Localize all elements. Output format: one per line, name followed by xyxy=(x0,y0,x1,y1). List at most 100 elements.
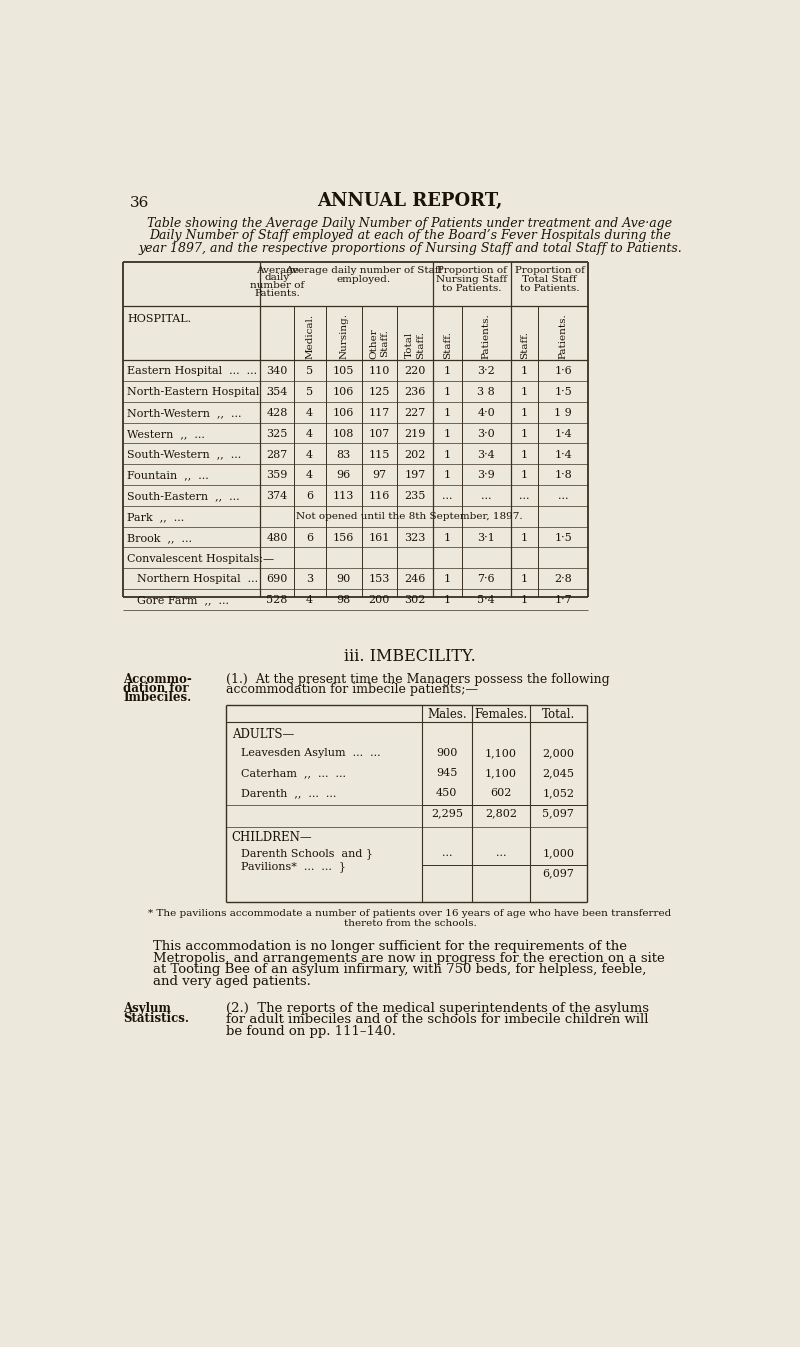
Text: 428: 428 xyxy=(266,408,288,418)
Text: 235: 235 xyxy=(404,492,426,501)
Text: to Patients.: to Patients. xyxy=(520,284,579,294)
Text: This accommodation is no longer sufficient for the requirements of the: This accommodation is no longer sufficie… xyxy=(153,940,626,954)
Text: Patients.: Patients. xyxy=(482,313,491,358)
Text: Caterham  ,,  ...  ...: Caterham ,, ... ... xyxy=(241,768,346,779)
Text: 3·0: 3·0 xyxy=(478,428,495,439)
Text: Asylum: Asylum xyxy=(123,1002,171,1014)
Text: 3·9: 3·9 xyxy=(478,470,495,481)
Text: 1,100: 1,100 xyxy=(485,749,517,758)
Text: 1: 1 xyxy=(444,366,451,376)
Text: 1: 1 xyxy=(444,408,451,418)
Text: Proportion of: Proportion of xyxy=(514,265,585,275)
Text: Total Staff: Total Staff xyxy=(522,275,577,284)
Text: 1: 1 xyxy=(444,595,451,605)
Text: 1·7: 1·7 xyxy=(554,595,572,605)
Text: accommodation for imbecile patients;—: accommodation for imbecile patients;— xyxy=(226,683,478,696)
Text: 1: 1 xyxy=(521,450,528,459)
Text: 197: 197 xyxy=(405,470,426,481)
Text: ...: ... xyxy=(519,492,530,501)
Text: 1: 1 xyxy=(444,470,451,481)
Text: (1.)  At the present time the Managers possess the following: (1.) At the present time the Managers po… xyxy=(226,674,610,686)
Text: 602: 602 xyxy=(490,788,512,799)
Text: Total.: Total. xyxy=(542,709,575,722)
Text: Statistics.: Statistics. xyxy=(123,1012,190,1025)
Text: year 1897, and the respective proportions of Nursing Staff and total Staff to Pa: year 1897, and the respective proportion… xyxy=(138,241,682,255)
Text: 6: 6 xyxy=(306,533,314,543)
Text: 1·6: 1·6 xyxy=(554,366,572,376)
Text: ...: ... xyxy=(496,849,506,858)
Text: 117: 117 xyxy=(369,408,390,418)
Text: Patients.: Patients. xyxy=(558,313,567,358)
Text: dation for: dation for xyxy=(123,682,189,695)
Text: Patients.: Patients. xyxy=(254,288,300,298)
Text: 287: 287 xyxy=(266,450,288,459)
Text: 108: 108 xyxy=(333,428,354,439)
Text: iii. IMBECILITY.: iii. IMBECILITY. xyxy=(344,648,476,665)
Text: 200: 200 xyxy=(369,595,390,605)
Text: 528: 528 xyxy=(266,595,288,605)
Text: 1·4: 1·4 xyxy=(554,428,572,439)
Text: 6: 6 xyxy=(306,492,314,501)
Text: Not opened until the 8th September, 1897.: Not opened until the 8th September, 1897… xyxy=(296,512,522,521)
Text: 3 8: 3 8 xyxy=(478,387,495,397)
Text: Nursing Staff: Nursing Staff xyxy=(437,275,507,284)
Text: 4·0: 4·0 xyxy=(478,408,495,418)
Text: 323: 323 xyxy=(404,533,426,543)
Text: Average: Average xyxy=(255,265,298,275)
Text: 1: 1 xyxy=(521,408,528,418)
Text: 4: 4 xyxy=(306,450,314,459)
Text: Darenth  ,,  ...  ...: Darenth ,, ... ... xyxy=(241,788,337,799)
Text: 5,097: 5,097 xyxy=(542,808,574,819)
Text: 6,097: 6,097 xyxy=(542,869,574,878)
Text: 227: 227 xyxy=(405,408,426,418)
Text: 106: 106 xyxy=(333,387,354,397)
Text: ...: ... xyxy=(442,849,452,858)
Text: 96: 96 xyxy=(337,470,351,481)
Text: 1,052: 1,052 xyxy=(542,788,574,799)
Text: Average daily number of Staff: Average daily number of Staff xyxy=(285,265,442,275)
Text: 2,000: 2,000 xyxy=(542,749,574,758)
Text: 1·5: 1·5 xyxy=(554,387,572,397)
Text: 1·5: 1·5 xyxy=(554,533,572,543)
Text: (2.)  The reports of the medical superintendents of the asylums: (2.) The reports of the medical superint… xyxy=(226,1002,649,1014)
Text: 1,100: 1,100 xyxy=(485,768,517,779)
Text: employed.: employed. xyxy=(337,275,390,284)
Text: ...: ... xyxy=(481,492,491,501)
Text: 374: 374 xyxy=(266,492,288,501)
Text: 107: 107 xyxy=(369,428,390,439)
Text: 219: 219 xyxy=(404,428,426,439)
Text: Western  ,,  ...: Western ,, ... xyxy=(127,428,205,439)
Text: Table showing the Average Daily Number of Patients under treatment and Ave·age: Table showing the Average Daily Number o… xyxy=(147,217,673,230)
Text: South-Western  ,,  ...: South-Western ,, ... xyxy=(127,450,242,459)
Text: Accommo-: Accommo- xyxy=(123,674,192,686)
Text: 945: 945 xyxy=(436,768,458,779)
Text: Daily Number of Staff employed at each of the Board’s Fever Hospitals during the: Daily Number of Staff employed at each o… xyxy=(149,229,671,242)
Text: 354: 354 xyxy=(266,387,288,397)
Text: 2,045: 2,045 xyxy=(542,768,574,779)
Text: 98: 98 xyxy=(337,595,351,605)
Text: 116: 116 xyxy=(369,492,390,501)
Text: Males.: Males. xyxy=(427,709,466,722)
Text: 3·4: 3·4 xyxy=(478,450,495,459)
Text: 105: 105 xyxy=(333,366,354,376)
Text: 4: 4 xyxy=(306,470,314,481)
Text: 202: 202 xyxy=(404,450,426,459)
Text: 5·4: 5·4 xyxy=(478,595,495,605)
Text: 1: 1 xyxy=(444,428,451,439)
Text: Proportion of: Proportion of xyxy=(437,265,507,275)
Text: 125: 125 xyxy=(369,387,390,397)
Text: at Tooting Bee of an asylum infirmary, with 750 beds, for helpless, feeble,: at Tooting Bee of an asylum infirmary, w… xyxy=(153,963,646,977)
Text: 246: 246 xyxy=(404,574,426,585)
Text: number of: number of xyxy=(250,282,304,290)
Text: 236: 236 xyxy=(404,387,426,397)
Text: 1: 1 xyxy=(521,387,528,397)
Text: 83: 83 xyxy=(337,450,351,459)
Text: Fountain  ,,  ...: Fountain ,, ... xyxy=(127,470,209,481)
Text: 4: 4 xyxy=(306,595,314,605)
Text: 153: 153 xyxy=(369,574,390,585)
Text: 90: 90 xyxy=(337,574,351,585)
Text: 1: 1 xyxy=(521,470,528,481)
Text: Metropolis, and arrangements are now in progress for the erection on a site: Metropolis, and arrangements are now in … xyxy=(153,952,665,964)
Text: CHILDREN—: CHILDREN— xyxy=(232,831,312,843)
Text: Imbeciles.: Imbeciles. xyxy=(123,691,191,704)
